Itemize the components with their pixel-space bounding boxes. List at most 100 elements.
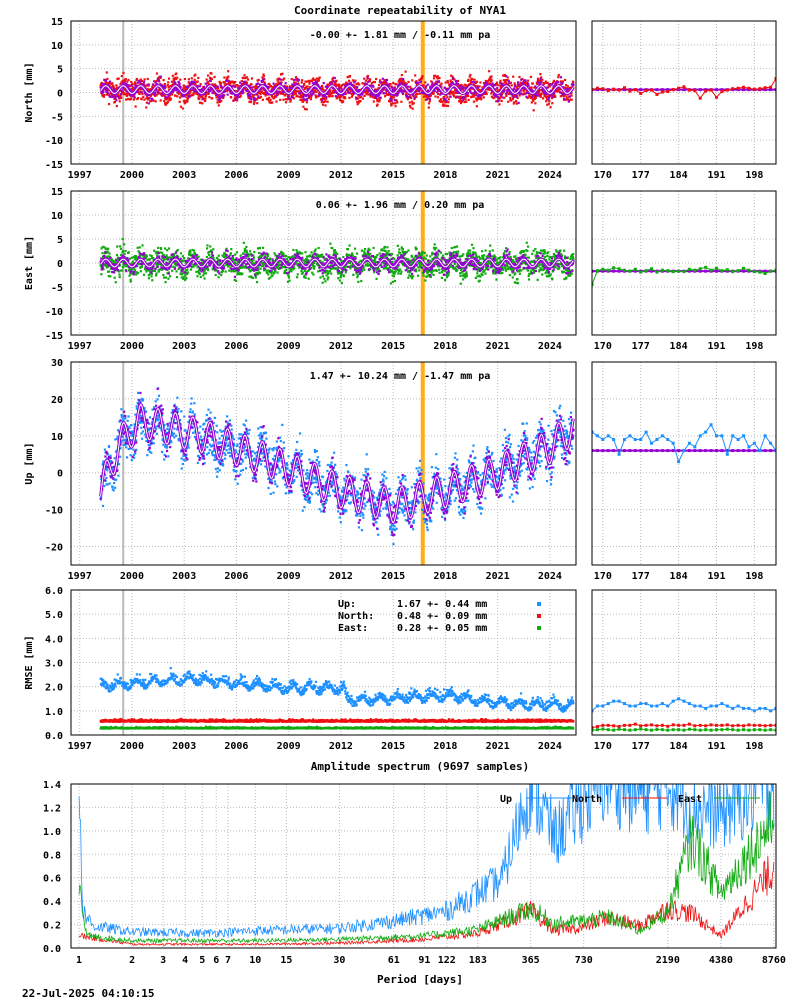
x-tick-label: 2006 [224, 341, 248, 352]
data-point [139, 253, 143, 257]
data-point [395, 82, 398, 86]
data-point [233, 85, 236, 88]
data-point [534, 102, 537, 105]
data-point [102, 88, 105, 91]
data-point [305, 101, 309, 104]
data-point [159, 247, 163, 251]
data-point [370, 82, 374, 85]
data-point [442, 104, 445, 107]
data-point [399, 272, 402, 275]
data-point [130, 256, 134, 259]
data-point [400, 100, 403, 103]
data-point [269, 257, 272, 260]
data-point [120, 91, 124, 94]
data-point [258, 83, 262, 86]
data-point [301, 252, 304, 255]
data-point [465, 95, 468, 98]
data-point [188, 95, 191, 99]
data-point [485, 92, 488, 96]
data-point [530, 86, 533, 89]
recent-model-point [666, 88, 670, 92]
data-point [417, 266, 420, 269]
data-point [157, 79, 160, 82]
data-point [124, 89, 128, 92]
data-point [236, 94, 240, 98]
data-point [241, 272, 244, 275]
y-tick-label: 0 [57, 259, 63, 270]
data-point [136, 90, 139, 93]
data-point [433, 243, 436, 246]
data-point [306, 80, 309, 83]
data-point [453, 78, 456, 81]
y-axis-label: East [mm] [24, 236, 35, 290]
data-point [339, 275, 342, 279]
x-tick-label: 2009 [277, 170, 301, 181]
data-point [275, 256, 278, 259]
data-point [382, 249, 385, 252]
data-point [378, 96, 381, 99]
data-point [154, 251, 157, 254]
y-axis-label: North [mm] [24, 62, 35, 122]
data-point [419, 263, 422, 266]
data-point [121, 250, 125, 253]
data-point [287, 97, 290, 101]
data-point [307, 277, 310, 280]
data-point [479, 96, 483, 100]
data-point [266, 93, 269, 96]
data-point [292, 78, 296, 82]
data-point [521, 77, 524, 81]
data-point [219, 84, 222, 88]
data-point [259, 92, 262, 96]
data-point [318, 76, 321, 79]
data-point [201, 96, 204, 99]
data-point [395, 99, 398, 102]
data-point [326, 278, 329, 281]
data-point [398, 252, 402, 255]
data-point [139, 88, 142, 91]
data-point [460, 88, 463, 91]
data-point [415, 83, 419, 87]
data-point [216, 101, 219, 104]
data-point [271, 101, 274, 104]
data-point [469, 73, 472, 77]
data-point [426, 83, 429, 86]
data-point [565, 95, 568, 98]
data-point [103, 264, 106, 267]
data-point [172, 265, 175, 268]
data-point [493, 84, 496, 87]
data-point [316, 262, 319, 265]
data-point [341, 269, 344, 272]
data-point [268, 96, 271, 99]
data-point [396, 244, 399, 247]
data-point [317, 85, 320, 88]
data-point [100, 273, 103, 276]
x-tick-label: 2012 [329, 170, 353, 181]
data-point [102, 95, 105, 98]
data-point [171, 93, 174, 96]
data-point [424, 279, 427, 282]
data-point [536, 81, 540, 84]
data-point [518, 94, 521, 97]
data-point [182, 256, 186, 260]
data-point [262, 263, 265, 266]
data-point [137, 262, 140, 266]
data-point [413, 97, 416, 101]
data-point [177, 267, 180, 270]
data-point [425, 98, 428, 101]
data-point [499, 79, 502, 82]
data-point [106, 251, 109, 254]
data-point [414, 246, 417, 249]
data-point [469, 91, 473, 94]
data-point [312, 267, 316, 270]
data-point [235, 262, 238, 265]
data-point [472, 100, 476, 103]
data-point [319, 86, 322, 89]
data-point [344, 271, 347, 274]
data-point [411, 79, 414, 82]
data-point [418, 269, 421, 272]
data-point [123, 93, 126, 96]
data-point [158, 91, 161, 95]
data-point [530, 88, 533, 91]
data-point [205, 267, 208, 270]
data-point [210, 249, 213, 252]
